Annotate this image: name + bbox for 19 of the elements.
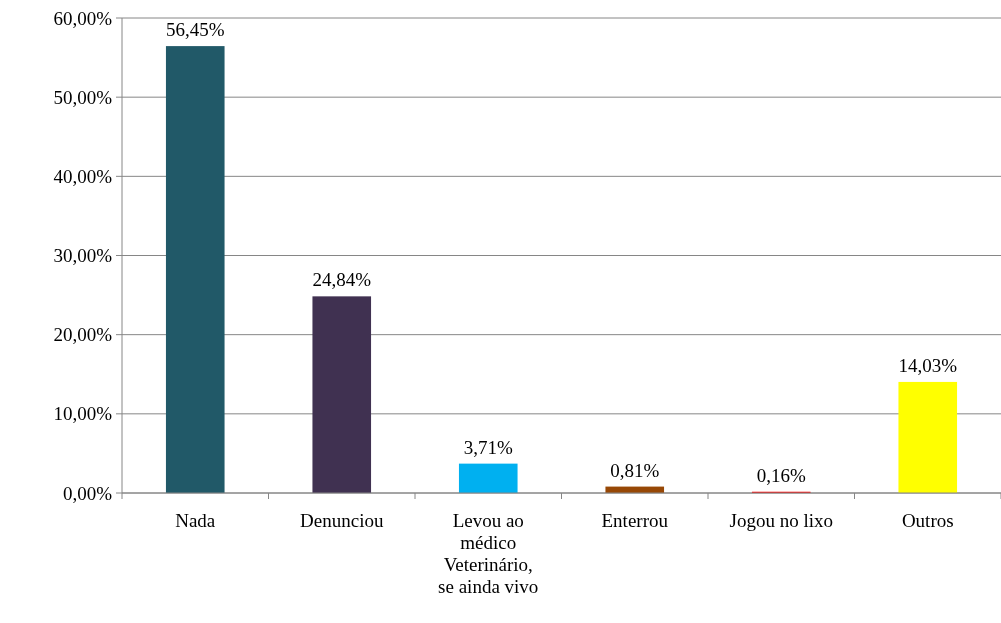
y-tick-label: 40,00% [53,165,113,187]
data-label: 56,45% [165,19,225,41]
y-tick-label: 60,00% [53,7,113,29]
data-label: 24,84% [312,269,372,291]
data-label: 0,81% [610,459,660,481]
y-tick-label: 20,00% [53,324,113,346]
x-tick-label: Nada [175,510,216,531]
data-label: 3,71% [463,436,513,458]
data-label: 14,03% [898,354,958,376]
x-tick-label: Outros [901,510,954,531]
y-tick-label: 30,00% [53,245,113,267]
data-label: 0,16% [756,464,806,486]
y-tick-label: 50,00% [53,86,113,108]
x-tick-label: Enterrou [601,510,669,531]
x-tick-label: Jogou no lixo [729,510,833,531]
y-tick-label: 10,00% [53,403,113,425]
x-tick-label: Levou ao médico Veterinário, se ainda vivo [438,510,539,597]
x-tick-label: Denunciou [300,510,384,531]
y-tick-label: 0,00% [62,482,113,504]
